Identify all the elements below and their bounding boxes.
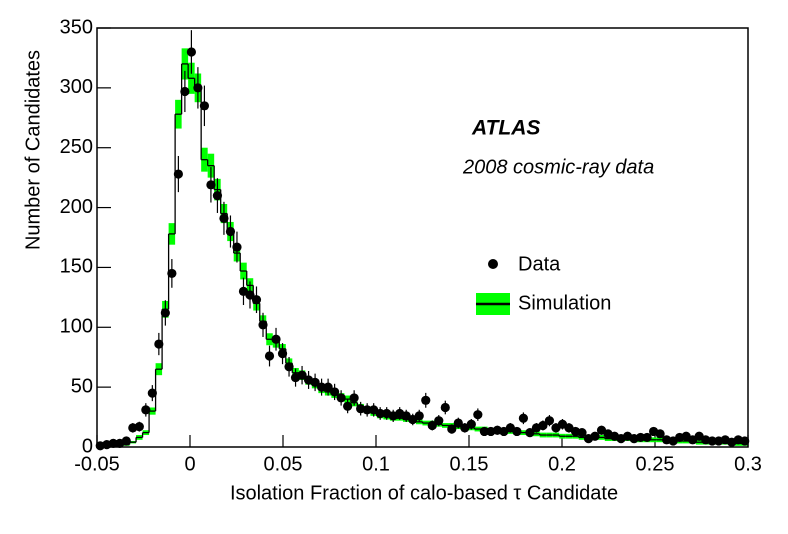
data-point [642,432,652,443]
x-tick-label: 0 [184,453,195,475]
data-point [427,420,437,431]
data-point [518,413,529,423]
data-point [512,426,522,437]
data-point [635,432,646,443]
data-point [544,416,555,426]
y-tick-label: 350 [60,16,93,38]
data-point [440,402,450,413]
data-point [154,339,164,349]
data-point [375,408,385,419]
data-point [186,47,196,57]
x-tick-label: 0.05 [264,453,303,475]
data-point [225,226,236,237]
data-point [421,395,431,405]
data-point [271,334,281,344]
data-point [284,362,294,372]
data-point [707,436,717,446]
y-tick-label: 0 [82,435,93,457]
x-tick-label: 0.3 [734,453,762,475]
data-point [232,242,242,252]
data-point [577,428,587,438]
data-point [147,388,157,398]
data-point [525,428,535,438]
data-point [336,393,346,403]
legend-label: Data [518,253,561,275]
legend-marker [488,259,498,269]
data-point [264,351,275,361]
data-point [479,426,489,437]
data-point [108,438,118,449]
data-point [251,295,262,305]
y-tick-label: 100 [60,316,93,338]
x-tick-label: 0.2 [548,453,576,475]
legend-label: Simulation [518,292,611,314]
x-axis-label: Isolation Fraction of calo-based τ Candi… [230,482,618,504]
data-point [206,180,216,190]
y-tick-label: 50 [71,375,93,397]
data-point [297,370,307,380]
data-point [538,420,548,431]
data-point [434,416,444,426]
data-point [343,401,353,411]
data-point [362,405,372,415]
data-point [590,431,600,441]
data-point [141,405,151,415]
data-point [655,429,665,439]
data-point [330,387,340,397]
x-tick-label: 0.25 [636,453,675,475]
y-tick-label: 250 [60,136,93,158]
plot-frame [96,27,749,448]
data-point [466,419,476,429]
y-tick-label: 300 [60,76,93,98]
x-tick-label: 0.1 [362,453,390,475]
data-point [121,436,131,446]
data-point [310,377,320,387]
data-point [323,382,333,392]
y-tick-label: 150 [60,256,93,278]
data-point [414,411,424,421]
data-point [167,268,177,279]
data-point [160,308,170,318]
data-point [193,83,203,93]
data-point [258,320,268,330]
data-point [134,422,144,432]
data-point [349,393,359,403]
data-point [245,290,255,300]
x-tick-label: 0.15 [450,453,489,475]
data-point [453,418,463,428]
annotation: 2008 cosmic-ray data [462,156,654,178]
data-point [473,410,483,420]
y-tick-label: 200 [60,196,93,218]
data-point [219,213,229,223]
data-point [316,382,327,392]
data-point [447,424,457,434]
data-point [199,101,210,111]
data-point [173,169,183,179]
data-point [180,86,190,97]
data-point [277,349,288,359]
x-tick-label: -0.05 [74,453,120,475]
data-point [212,191,223,201]
data-point [740,436,750,446]
atlas-label: ATLAS [471,117,540,140]
y-axis-label: Number of Candidates [22,50,44,250]
